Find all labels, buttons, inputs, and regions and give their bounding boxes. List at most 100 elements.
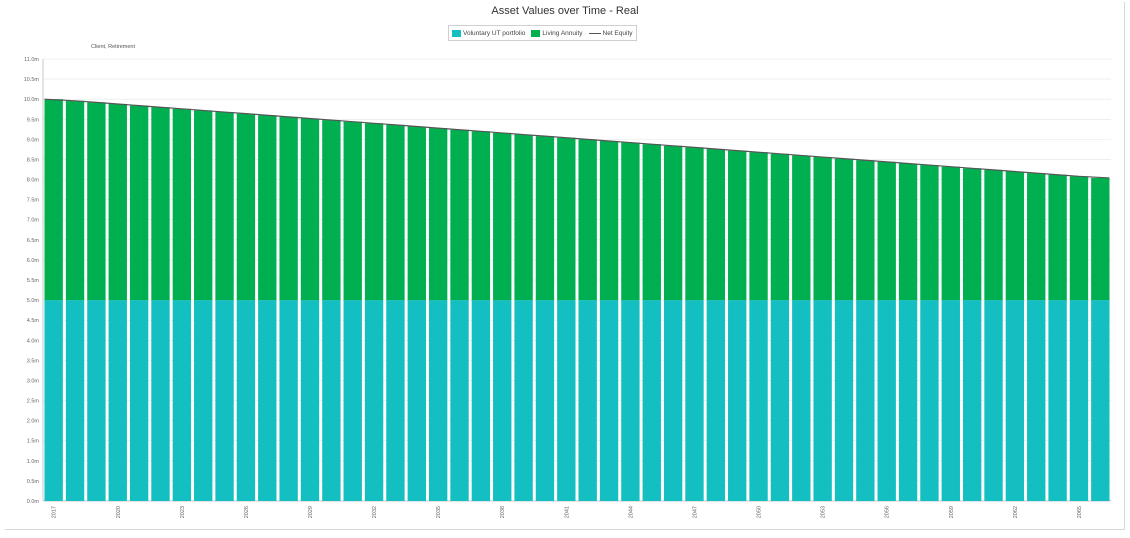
chart-frame: Asset Values over Time - Real Voluntary … [5,2,1125,530]
bar-voluntary-ut [642,300,661,501]
y-tick-label: 9.0m [27,137,40,143]
x-tick-label: 2044 [628,506,634,518]
bar-voluntary-ut [129,300,149,501]
bar-living-annuity [962,168,982,301]
bar-living-annuity [621,142,640,301]
x-tick-label: 2053 [821,506,827,518]
chart-plot-area: 0.0m 0.5m 1.0m 1.5m 2.0m 2.5m 3.0m 3.5m 4.0m 4.5m… [24,57,1111,518]
bar-voluntary-ut [1005,300,1025,501]
y-tick-label: 4.0m [27,338,40,344]
bar-living-annuity [749,152,768,301]
bar-voluntary-ut [44,300,63,501]
legend-item-net-equity[interactable]: Net Equity [588,30,633,37]
bar-voluntary-ut [1069,300,1089,501]
x-tick-label: 2047 [692,506,698,518]
bar-living-annuity [151,107,170,301]
bar-living-annuity [984,169,1003,301]
y-tick-label: 2.5m [27,399,40,405]
bar-voluntary-ut [877,300,896,501]
x-tick-label: 2062 [1013,506,1019,518]
legend-label-voluntary-ut: Voluntary UT portfolio [463,29,526,37]
y-tick-label: 9.5m [27,117,40,123]
bar-voluntary-ut [663,300,683,501]
x-tick-label: 2059 [949,506,955,518]
bar-living-annuity [514,134,533,301]
legend-item-voluntary-ut[interactable]: Voluntary UT portfolio [452,29,526,37]
x-tick-label: 2026 [244,506,250,518]
bar-living-annuity [322,120,341,301]
x-tick-label: 2035 [436,506,442,518]
bar-voluntary-ut [151,300,170,501]
bar-voluntary-ut [685,300,704,501]
bar-voluntary-ut [599,300,619,501]
bar-voluntary-ut [279,300,298,501]
bar-living-annuity [920,165,939,301]
bar-living-annuity [834,158,854,301]
y-tick-label: 5.5m [27,278,40,284]
bar-living-annuity [941,166,960,301]
bar-voluntary-ut [834,300,854,501]
bar-living-annuity [258,115,277,301]
bar-living-annuity [1005,171,1025,301]
bar-voluntary-ut [578,300,597,501]
y-tick-label: 8.0m [27,178,40,184]
bar-living-annuity [343,121,362,301]
x-tick-label: 2029 [308,506,314,518]
bar-voluntary-ut [962,300,982,501]
bar-voluntary-ut [792,300,811,501]
bar-voluntary-ut [215,300,234,501]
bar-living-annuity [428,128,448,301]
bar-living-annuity [364,123,384,301]
bar-voluntary-ut [236,300,256,501]
x-tick-label: 2020 [116,506,122,518]
bar-living-annuity [194,110,213,301]
y-tick-label: 3.5m [27,358,40,364]
bar-voluntary-ut [343,300,362,501]
y-tick-label: 11.0m [24,57,39,63]
bar-living-annuity [65,100,85,301]
bar-living-annuity [471,131,491,301]
x-tick-label: 2065 [1077,506,1083,518]
bar-voluntary-ut [386,300,405,501]
x-tick-label: 2017 [52,506,58,518]
bar-voluntary-ut [194,300,213,501]
bar-voluntary-ut [364,300,384,501]
line-net-equity [44,98,1110,179]
bar-living-annuity [300,118,320,301]
bar-living-annuity [877,161,896,301]
bar-voluntary-ut [1048,300,1067,501]
bar-voluntary-ut [1027,300,1046,501]
bar-living-annuity [535,136,555,301]
bar-voluntary-ut [258,300,277,501]
bar-voluntary-ut [728,300,747,501]
bar-living-annuity [706,149,726,301]
bar-living-annuity [386,124,405,301]
y-tick-label: 10.0m [24,97,40,103]
bar-voluntary-ut [1091,300,1110,501]
bar-voluntary-ut [621,300,640,501]
bar-living-annuity [557,137,576,301]
bar-living-annuity [108,104,127,301]
bar-voluntary-ut [984,300,1003,501]
x-tick-label: 2041 [564,506,570,518]
y-tick-label: 6.0m [27,258,40,264]
legend-label-living-annuity: Living Annuity [542,29,583,37]
legend-swatch-voluntary-ut [452,29,461,37]
x-tick-label: 2038 [500,506,506,518]
x-tick-label: 2032 [372,506,378,518]
bar-voluntary-ut [322,300,341,501]
bar-voluntary-ut [172,300,192,501]
bar-living-annuity [215,112,234,301]
bar-voluntary-ut [920,300,939,501]
bar-living-annuity [450,129,469,301]
bar-living-annuity [129,105,149,301]
bar-voluntary-ut [535,300,555,501]
legend-item-living-annuity[interactable]: Living Annuity [531,29,583,37]
bar-voluntary-ut [300,300,320,501]
bar-living-annuity [493,132,512,301]
y-tick-label: 7.0m [27,218,40,224]
bar-voluntary-ut [407,300,426,501]
chart-legend[interactable]: Voluntary UT portfolio Living Annuity Ne… [448,25,637,41]
y-tick-label: 10.5m [24,77,40,83]
bar-voluntary-ut [514,300,533,501]
